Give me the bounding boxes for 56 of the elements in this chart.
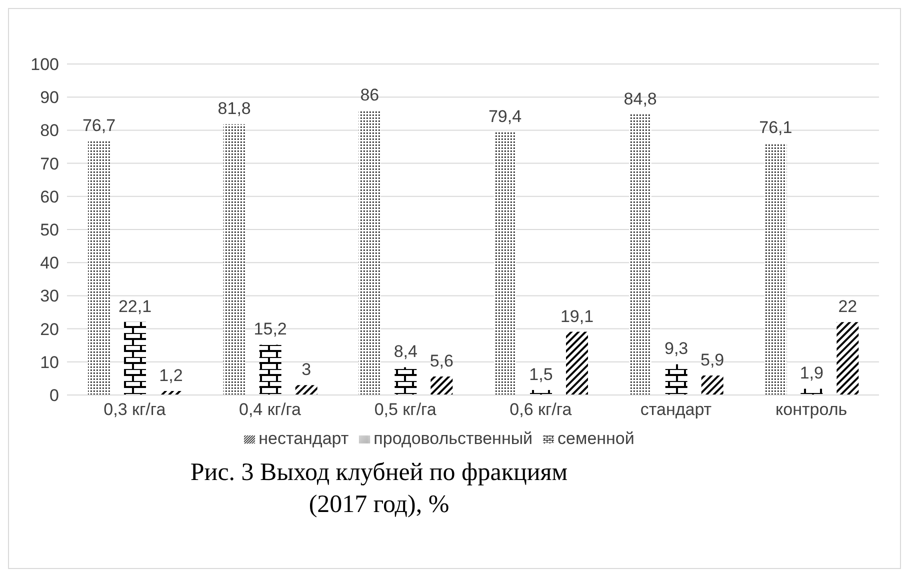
data-label: 5,6 [430, 351, 454, 370]
data-label: 76,7 [82, 116, 116, 136]
bar [394, 367, 417, 395]
data-label: 22,1 [118, 296, 152, 316]
y-tick-label: 30 [40, 286, 59, 306]
data-label: 84,8 [624, 89, 657, 108]
data-label: 8,4 [394, 342, 418, 362]
data-label: 5,9 [700, 350, 724, 370]
y-tick-label: 10 [40, 352, 59, 372]
bar [430, 376, 453, 395]
x-tick-label: 0,6 кг/га [510, 400, 572, 420]
data-label: 1,5 [529, 365, 553, 384]
bar [629, 114, 652, 395]
bar [358, 110, 381, 395]
data-label: 15,2 [254, 320, 287, 339]
bar [223, 124, 246, 395]
data-label: 22 [838, 297, 858, 316]
bar [530, 390, 552, 395]
y-tick-label: 70 [40, 154, 59, 174]
x-tick-label: стандарт [640, 400, 712, 420]
legend-label: семенной [558, 429, 634, 448]
bar [566, 332, 588, 395]
y-tick-label: 80 [40, 121, 59, 140]
bar [836, 322, 859, 395]
x-tick-label: 0,4 кг/га [239, 400, 302, 420]
data-label: 79,4 [488, 107, 522, 126]
bar [259, 344, 282, 395]
x-tick-label: 0,5 кг/га [374, 400, 437, 420]
bar [800, 388, 823, 395]
x-tick-label: контроль [776, 400, 848, 420]
y-tick-label: 0 [50, 386, 59, 406]
bar [295, 385, 318, 395]
y-tick-label: 50 [40, 220, 59, 240]
y-tick-label: 100 [30, 55, 59, 74]
data-label: 9,3 [664, 339, 688, 358]
data-label: 86 [360, 85, 380, 104]
data-label: 3 [302, 360, 312, 380]
y-tick-label: 60 [40, 187, 59, 206]
data-label: 76,1 [759, 118, 792, 138]
data-label: 81,8 [218, 99, 251, 118]
data-label: 1,2 [159, 366, 183, 386]
legend-label: продовольственный [374, 429, 533, 448]
text: Рис. 3 Выход клубней по фракциям (2017 год), % [189, 458, 569, 520]
y-tick-label: 40 [40, 254, 59, 273]
bar [494, 132, 516, 395]
bar [665, 364, 688, 395]
x-tick-label: 0,3 кг/га [104, 400, 166, 420]
y-tick-label: 90 [40, 88, 59, 108]
y-tick-label: 20 [40, 320, 59, 339]
bar [124, 322, 146, 395]
bar [88, 141, 110, 395]
bar [764, 143, 787, 395]
data-label: 19,1 [560, 306, 594, 326]
data-label: 1,9 [800, 364, 824, 383]
bar [701, 375, 724, 395]
legend-label: нестандарт [258, 429, 349, 448]
